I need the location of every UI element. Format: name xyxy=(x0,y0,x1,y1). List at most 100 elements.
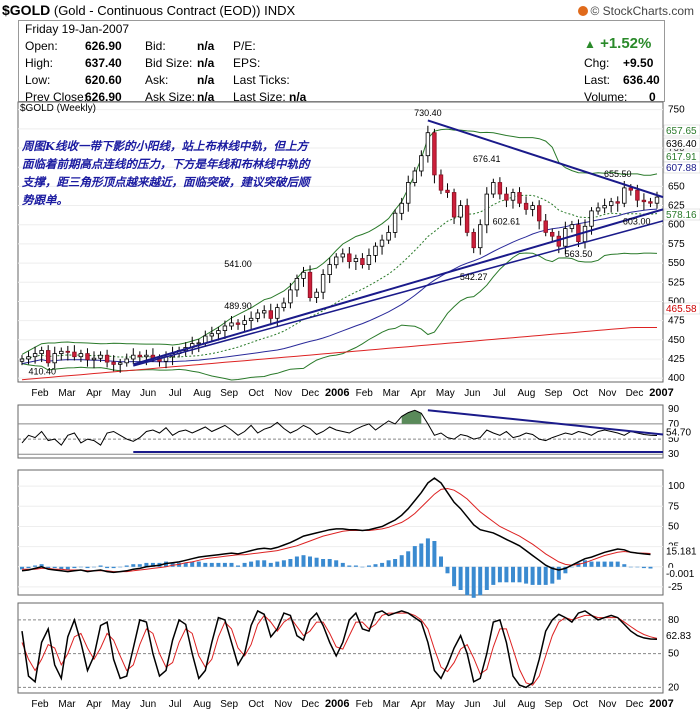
macd-histogram-bar xyxy=(20,566,24,570)
macd-histogram-bar xyxy=(52,566,57,569)
macd-histogram-bar xyxy=(569,566,574,568)
candle-down xyxy=(111,361,116,365)
price-axis-month-2007: 2007 xyxy=(649,387,673,399)
price-axis-month-jul: Jul xyxy=(169,388,182,399)
candle-down xyxy=(451,192,457,218)
price-axis-month-sep: Sep xyxy=(545,388,563,399)
candle-up xyxy=(419,155,424,172)
price-annotation: 602.61 xyxy=(493,217,521,227)
low-label: Low: xyxy=(25,73,51,87)
macd-signal-line xyxy=(22,487,651,573)
price-annotation: 676.41 xyxy=(473,154,501,164)
macd-value-tag-bg xyxy=(664,545,700,557)
macd-histogram-bar xyxy=(242,562,247,567)
price-axis-month-2006: 2006 xyxy=(325,387,349,399)
macd-histogram-bar xyxy=(615,561,620,567)
low-value: 620.60 xyxy=(85,73,122,87)
candle-up xyxy=(301,271,306,279)
candle-up xyxy=(59,350,64,354)
price-tick-label: 525 xyxy=(668,277,685,288)
chinese-annotation: 周图K线收一带下影的小阳线，站上布林线中轨，但上方面临着前期高点连线的压力，下方… xyxy=(22,139,310,207)
bottom-axis-month-jul: Jul xyxy=(493,699,506,710)
macd-histogram-bar xyxy=(222,562,227,567)
macd-histogram-bar xyxy=(583,560,587,567)
candle-up xyxy=(255,312,260,319)
macd-histogram-bar xyxy=(425,538,430,567)
candle-up xyxy=(392,212,398,233)
candle-down xyxy=(517,192,522,204)
candle-up xyxy=(654,196,660,204)
price-panel-title: $GOLD (Weekly) xyxy=(20,103,96,114)
candle-up xyxy=(229,322,234,327)
macd-histogram-bar xyxy=(347,565,352,567)
price-tick-label: 425 xyxy=(668,354,685,365)
price-value-tag-bg xyxy=(663,302,700,315)
macd-histogram-bar xyxy=(118,566,123,568)
price-axis-month-mar: Mar xyxy=(58,388,76,399)
candle-up xyxy=(353,258,359,262)
macd-histogram-bar xyxy=(85,566,90,569)
candle-down xyxy=(360,258,365,265)
ask-size-value: n/a xyxy=(197,90,215,104)
bottom-axis-month-nov: Nov xyxy=(599,699,617,710)
bottom-axis-month-feb: Feb xyxy=(31,699,49,710)
candle-up xyxy=(248,317,254,321)
candle-up xyxy=(484,193,489,226)
price-value-tag-bg xyxy=(663,124,700,137)
macd-histogram-bar xyxy=(596,561,601,567)
rsi-value-tag: 54.70 xyxy=(666,428,691,439)
macd-histogram-bar xyxy=(432,541,437,567)
macd-histogram-bar xyxy=(399,555,404,567)
macd-histogram-bar xyxy=(556,566,561,580)
macd-histogram-bar xyxy=(458,566,463,590)
bottom-axis-month-2007: 2007 xyxy=(649,698,673,710)
rsi-tick-label: 70 xyxy=(668,419,680,430)
macd-histogram-bar xyxy=(105,566,110,569)
support-trendline xyxy=(133,208,664,366)
macd-histogram-bar xyxy=(445,566,450,574)
rsi-value-tag-bg xyxy=(664,426,694,438)
macd-histogram-bar xyxy=(275,561,280,567)
candle-up xyxy=(366,254,372,265)
bottom-axis-month-jun: Jun xyxy=(140,699,156,710)
bottom-axis-month-may: May xyxy=(436,699,455,710)
macd-histogram-bar xyxy=(334,560,339,567)
price-value-tag: 617.91 xyxy=(666,152,697,163)
chg-label: Chg: xyxy=(584,56,610,70)
macd-histogram-bar xyxy=(78,566,83,568)
bottom-axis-month-may: May xyxy=(112,699,131,710)
candle-up xyxy=(203,335,208,344)
candle-up xyxy=(26,356,31,360)
candle-down xyxy=(615,201,620,204)
macd-histogram-bar xyxy=(393,559,398,567)
price-axis-month-may: May xyxy=(112,388,131,399)
price-axis-month-feb: Feb xyxy=(356,388,374,399)
price-axis-month-oct: Oct xyxy=(573,388,589,399)
price-axis-month-nov: Nov xyxy=(599,388,617,399)
macd-histogram-bar xyxy=(294,556,299,567)
price-tick-label: 600 xyxy=(668,220,685,231)
macd-histogram-bar xyxy=(478,566,483,596)
price-value-tag-bg xyxy=(663,161,700,174)
bottom-axis-month-apr: Apr xyxy=(411,699,427,710)
change-percent: ▲ +1.52% xyxy=(584,35,651,52)
macd-histogram-bar xyxy=(288,559,293,567)
macd-histogram-bar xyxy=(281,560,286,567)
stockcharts-credit[interactable]: © StockCharts.com xyxy=(578,4,694,18)
macd-histogram-bar xyxy=(314,557,319,567)
price-annotation: 489.90 xyxy=(224,301,252,311)
candle-down xyxy=(137,354,142,358)
pe-label: P/E: xyxy=(233,39,256,53)
candle-up xyxy=(477,224,483,249)
up-arrow-icon: ▲ xyxy=(584,37,596,51)
macd-histogram-bar xyxy=(131,564,136,567)
macd-histogram-bar xyxy=(39,564,44,567)
macd-histogram-bar xyxy=(380,562,385,567)
macd-hist-value-tag-bg xyxy=(664,567,700,579)
stochastic-tick-label: 20 xyxy=(668,682,680,693)
price-panel-frame xyxy=(17,101,664,383)
candle-up xyxy=(609,201,614,206)
rsi-panel-frame xyxy=(17,404,664,459)
price-value-tag-bg xyxy=(663,137,700,150)
candle-down xyxy=(550,231,555,237)
